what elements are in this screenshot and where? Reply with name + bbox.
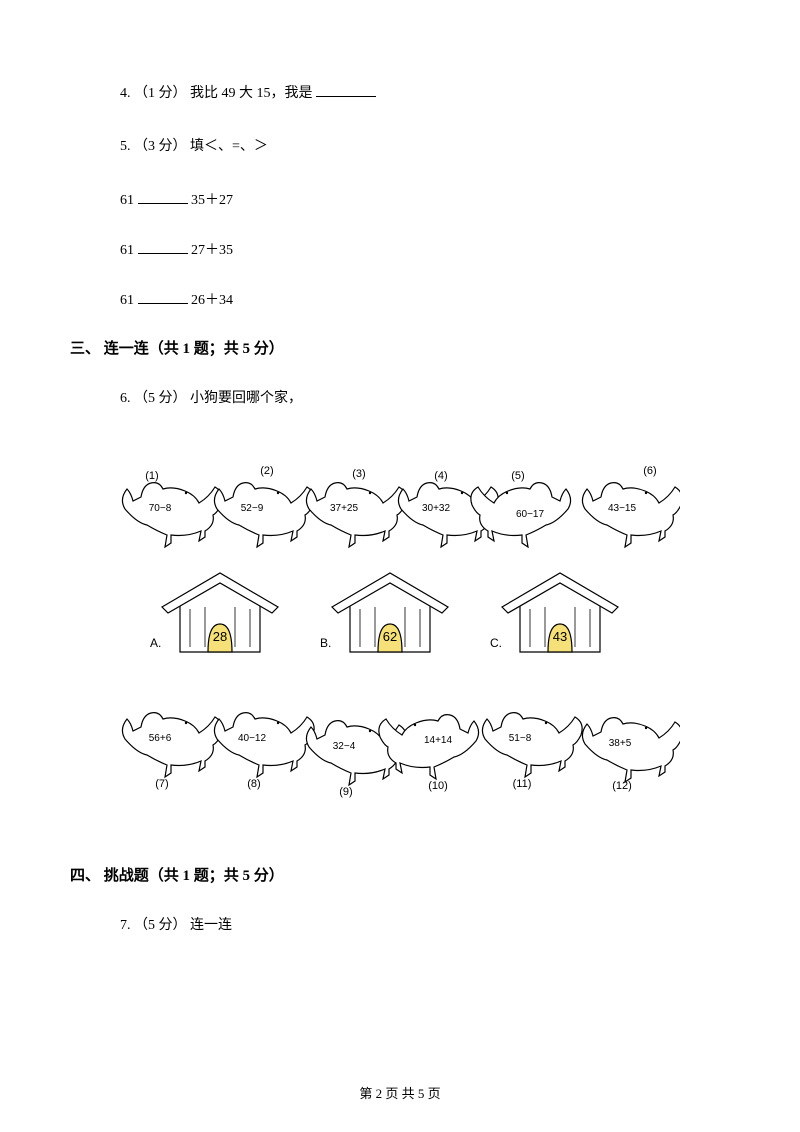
top-dog-1-label: (1) (145, 470, 158, 482)
top-dog-1: (1) 70−8 (122, 470, 222, 547)
bottom-dog-11-label: (11) (513, 778, 532, 790)
q5-item-2-blank[interactable] (138, 287, 188, 304)
q4-text: 我比 49 大 15，我是 (190, 86, 313, 101)
question-4: 4. （1 分） 我比 49 大 15，我是 (70, 80, 730, 106)
q6-text: 小狗要回哪个家， (190, 391, 302, 406)
bottom-dog-11: (11) 51−8 (482, 712, 582, 789)
q5-item-0-blank[interactable] (138, 187, 188, 204)
q4-points: （1 分） (134, 86, 187, 101)
section-3-header: 三、 连一连（共 1 题；共 5 分） (70, 337, 730, 358)
q5-item-1-left: 61 (120, 243, 134, 258)
house-a: A. 28 (150, 573, 278, 652)
q5-item-2-left: 61 (120, 293, 134, 308)
q7-text: 连一连 (190, 918, 232, 933)
q7-number: 7. (120, 918, 131, 933)
page-footer: 第 2 页 共 5 页 (0, 1083, 800, 1102)
top-dog-3-expr: 37+25 (330, 503, 359, 514)
top-dog-3: (3) 37+25 (306, 468, 406, 547)
top-dog-4-expr: 30+32 (422, 503, 451, 514)
house-c-num: 43 (553, 629, 567, 644)
q7-points: （5 分） (134, 918, 187, 933)
top-dog-1-expr: 70−8 (149, 503, 172, 514)
top-dog-5: (5) 60−17 (471, 470, 571, 547)
top-dog-2-label: (2) (260, 465, 273, 477)
bottom-dog-12: (12) 38+5 (582, 717, 680, 791)
q5-item-0-right: 35＋27 (191, 193, 233, 208)
dogs-houses-svg: (1) 70−8 (2) 52−9 (3) 37+25 (4) 30+32 (5… (120, 439, 680, 819)
q5-item-1-blank[interactable] (138, 237, 188, 254)
top-dog-5-label: (5) (511, 470, 524, 482)
bottom-dog-11-expr: 51−8 (509, 733, 532, 744)
dogs-picture-container: (1) 70−8 (2) 52−9 (3) 37+25 (4) 30+32 (5… (70, 439, 730, 824)
section-4-header: 四、 挑战题（共 1 题；共 5 分） (70, 864, 730, 885)
top-dog-2-expr: 52−9 (241, 503, 264, 514)
bottom-dog-12-label: (12) (612, 780, 632, 792)
bottom-dog-7-expr: 56+6 (149, 733, 172, 744)
q4-number: 4. (120, 86, 131, 101)
house-b: B. 62 (320, 573, 448, 652)
top-dog-6-expr: 43−15 (608, 503, 637, 514)
q5-item-2-right: 26＋34 (191, 293, 233, 308)
question-7: 7. （5 分） 连一连 (70, 913, 730, 938)
bottom-dog-9-label: (9) (339, 786, 352, 798)
bottom-dog-12-expr: 38+5 (609, 738, 632, 749)
house-a-letter: A. (150, 636, 161, 650)
question-5: 5. （3 分） 填＜、=、＞ (70, 134, 730, 159)
house-c-letter: C. (490, 636, 502, 650)
house-c: C. 43 (490, 573, 618, 652)
bottom-dog-7: (7) 56+6 (122, 712, 222, 789)
bottom-dog-10-label: (10) (428, 780, 448, 792)
question-6: 6. （5 分） 小狗要回哪个家， (70, 386, 730, 411)
bottom-dog-10-expr: 14+14 (424, 735, 453, 746)
q5-points: （3 分） (134, 139, 187, 154)
q5-item-0: 61 35＋27 (70, 187, 730, 209)
q5-item-1-right: 27＋35 (191, 243, 233, 258)
bottom-dog-8-label: (8) (247, 778, 260, 790)
top-dog-2: (2) 52−9 (214, 465, 314, 547)
house-b-letter: B. (320, 636, 331, 650)
q5-number: 5. (120, 139, 131, 154)
q5-item-0-left: 61 (120, 193, 134, 208)
top-dog-4-label: (4) (434, 470, 447, 482)
top-dog-3-label: (3) (352, 468, 365, 480)
bottom-dog-8: (8) 40−12 (214, 712, 314, 789)
bottom-dog-7-label: (7) (155, 778, 168, 790)
q5-item-2: 61 26＋34 (70, 287, 730, 309)
q6-points: （5 分） (134, 391, 187, 406)
q5-text: 填＜、=、＞ (190, 139, 268, 154)
bottom-dog-10: (10) 14+14 (379, 714, 479, 791)
house-b-num: 62 (383, 629, 397, 644)
top-dog-6-label: (6) (643, 465, 656, 477)
bottom-dog-8-expr: 40−12 (238, 733, 267, 744)
top-dog-6: (6) 43−15 (582, 465, 680, 547)
q4-blank[interactable] (316, 80, 376, 97)
q5-item-1: 61 27＋35 (70, 237, 730, 259)
house-a-num: 28 (213, 629, 227, 644)
top-dog-5-expr: 60−17 (516, 509, 545, 520)
bottom-dog-9-expr: 32−4 (333, 741, 356, 752)
q6-number: 6. (120, 391, 131, 406)
